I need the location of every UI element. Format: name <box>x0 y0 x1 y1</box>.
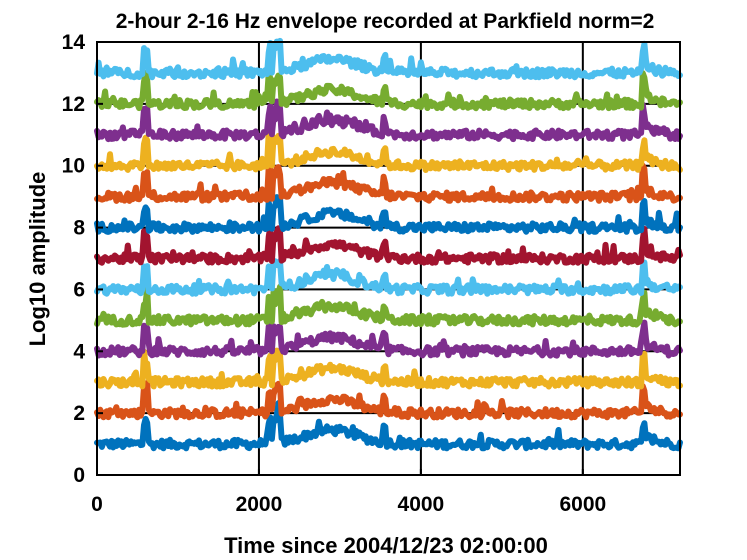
series-line-1 <box>94 400 683 452</box>
series-line-10 <box>94 129 683 173</box>
axis-ticks: 0 2000 4000 6000 0 2 4 6 8 10 12 14 <box>62 31 607 516</box>
x-tick-label: 6000 <box>559 493 606 516</box>
y-tick-label: 6 <box>73 278 85 301</box>
y-tick-label: 8 <box>73 217 85 240</box>
x-tick-label: 0 <box>91 493 103 516</box>
y-axis-label: Log10 amplitude <box>25 172 50 347</box>
plot-frame <box>96 41 681 476</box>
series-line-3 <box>94 347 683 390</box>
y-tick-label: 0 <box>73 464 85 487</box>
series-line-5 <box>94 283 683 328</box>
series-line-13 <box>94 37 683 81</box>
series-line-9 <box>94 162 683 204</box>
y-tick-label: 12 <box>62 93 85 116</box>
series-line-11 <box>94 98 683 143</box>
x-axis-label: Time since 2004/12/23 02:00:00 <box>224 533 548 558</box>
series-line-7 <box>94 223 683 266</box>
x-tick-label: 2000 <box>236 493 283 516</box>
chart-title: 2-hour 2-16 Hz envelope recorded at Park… <box>116 10 655 33</box>
y-tick-label: 4 <box>73 340 85 363</box>
series-lines <box>94 37 683 452</box>
x-tick-label: 4000 <box>398 493 445 516</box>
y-tick-label: 10 <box>62 155 85 178</box>
y-tick-label: 14 <box>62 31 86 54</box>
series-line-6 <box>94 257 683 297</box>
series-line-8 <box>94 194 683 235</box>
series-line-12 <box>94 70 683 112</box>
y-tick-label: 2 <box>73 402 85 425</box>
series-line-4 <box>94 319 683 359</box>
series-line-2 <box>94 380 683 421</box>
